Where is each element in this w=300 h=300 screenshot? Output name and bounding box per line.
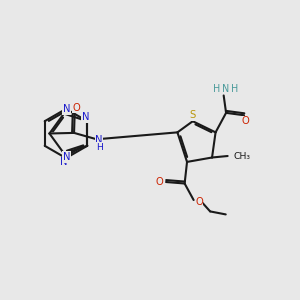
Text: S: S: [190, 110, 196, 120]
Text: N: N: [222, 84, 230, 94]
Text: CH₃: CH₃: [233, 152, 250, 160]
Text: N: N: [63, 152, 70, 162]
Text: N: N: [95, 135, 103, 145]
Text: N: N: [63, 104, 70, 114]
Text: H: H: [230, 84, 238, 94]
Text: O: O: [72, 103, 80, 113]
Text: O: O: [242, 116, 249, 126]
Text: N: N: [60, 157, 67, 167]
Text: O: O: [195, 197, 203, 207]
Text: H: H: [213, 84, 221, 94]
Text: O: O: [156, 177, 163, 187]
Text: H: H: [96, 142, 103, 152]
Text: N: N: [82, 112, 90, 122]
